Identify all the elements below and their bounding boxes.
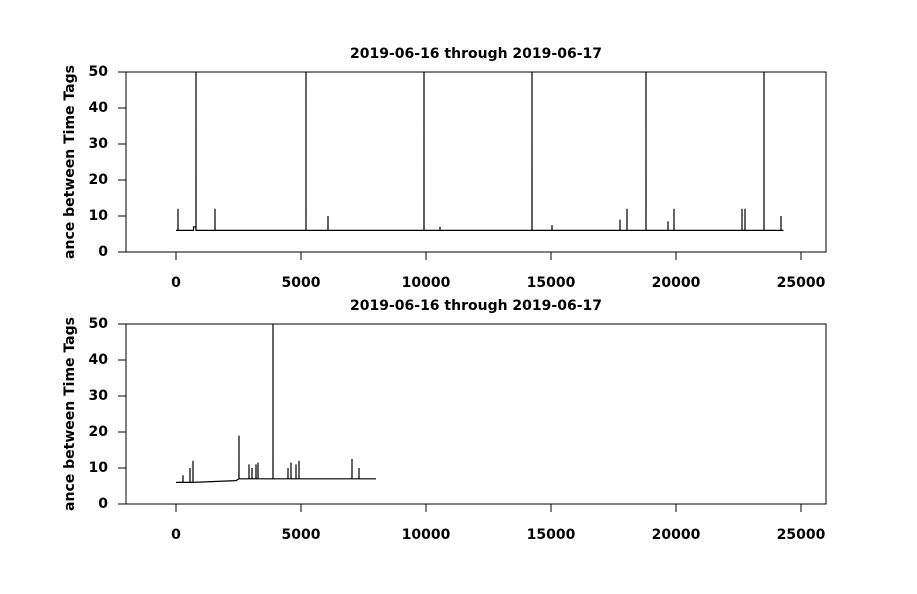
y-tick-label: 20 (89, 424, 109, 440)
x-tick-label: 5000 (282, 275, 321, 291)
x-tick-label: 0 (171, 275, 181, 291)
y-tick-label: 10 (89, 460, 109, 476)
x-tick-label: 5000 (282, 527, 321, 543)
x-tick-label: 20000 (652, 275, 701, 291)
chart-title: 2019-06-16 through 2019-06-17 (350, 298, 602, 314)
y-tick-label: 0 (98, 244, 108, 260)
y-axis-label: ance between Time Tags (62, 65, 78, 259)
y-tick-label: 30 (89, 388, 109, 404)
x-tick-label: 10000 (402, 275, 451, 291)
y-tick-label: 50 (89, 64, 109, 80)
data-line (176, 323, 376, 484)
x-tick-label: 15000 (527, 527, 576, 543)
y-tick-label: 40 (89, 100, 109, 116)
plot-frame (125, 71, 827, 253)
y-tick-label: 40 (89, 352, 109, 368)
y-axis-label: ance between Time Tags (62, 317, 78, 511)
x-tick-label: 20000 (652, 527, 701, 543)
x-tick-label: 0 (171, 527, 181, 543)
chart-title: 2019-06-16 through 2019-06-17 (350, 46, 602, 62)
y-tick-label: 0 (98, 496, 108, 512)
plot-frame (125, 323, 827, 505)
x-tick-label: 15000 (527, 275, 576, 291)
y-tick-label: 50 (89, 316, 109, 332)
data-line (176, 71, 784, 231)
y-tick-label: 20 (89, 172, 109, 188)
x-tick-label: 25000 (777, 527, 826, 543)
x-tick-label: 25000 (777, 275, 826, 291)
y-tick-label: 10 (89, 208, 109, 224)
x-tick-label: 10000 (402, 527, 451, 543)
y-tick-label: 30 (89, 136, 109, 152)
